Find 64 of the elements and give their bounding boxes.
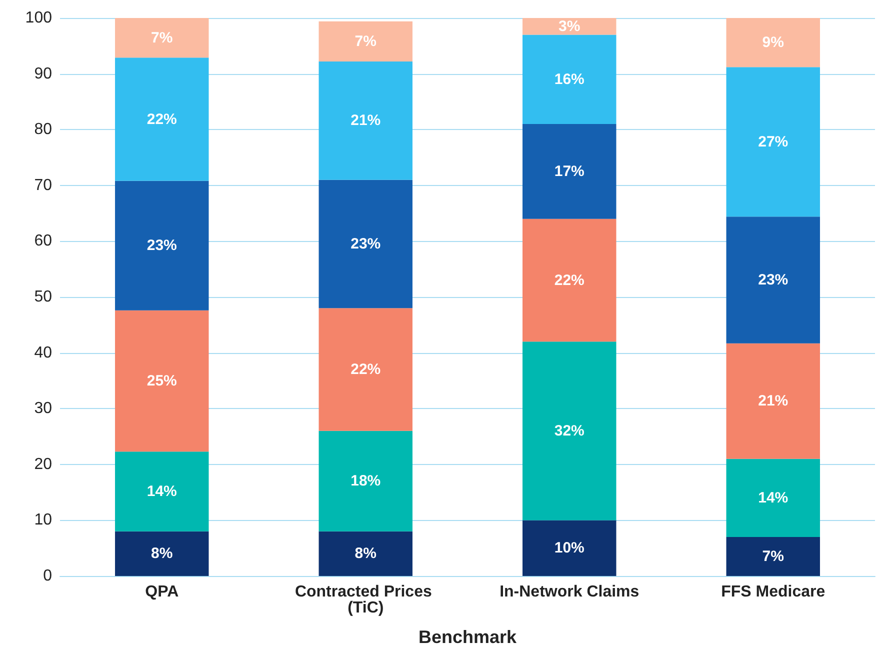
bar <box>726 216 820 344</box>
data-label: 7% <box>354 32 376 50</box>
data-label: 18% <box>350 472 381 490</box>
bar <box>522 34 616 124</box>
data-label: 7% <box>151 29 173 46</box>
data-label: 21% <box>758 392 788 410</box>
x-axis-title: Benchmark <box>418 627 518 647</box>
data-label: 8% <box>151 545 173 562</box>
x-tick-label: In-Network Claims <box>500 584 640 600</box>
data-label: 25% <box>146 372 177 390</box>
y-tick-label: 80 <box>34 121 52 138</box>
bar <box>726 67 820 217</box>
data-label: 14% <box>758 489 788 506</box>
data-label: 23% <box>758 271 788 288</box>
data-label: 27% <box>758 133 788 150</box>
y-tick-label: 0 <box>43 568 52 584</box>
data-label: 21% <box>350 112 381 130</box>
y-tick-label: 30 <box>34 400 52 418</box>
bar <box>726 343 820 459</box>
bar <box>115 452 209 532</box>
bar <box>318 308 412 431</box>
data-label: 32% <box>554 422 584 440</box>
bar <box>318 62 412 180</box>
bar <box>318 531 412 576</box>
data-label: 16% <box>554 70 584 88</box>
bar <box>115 58 209 181</box>
data-label: 10% <box>554 540 584 557</box>
bar <box>115 18 209 58</box>
bar <box>318 430 412 532</box>
data-label: 3% <box>558 18 580 35</box>
data-label: 7% <box>762 548 784 565</box>
data-label: 8% <box>354 545 376 562</box>
bar <box>318 21 412 62</box>
y-tick-label: 60 <box>34 232 52 250</box>
data-label: 22% <box>350 361 381 378</box>
data-label: 9% <box>762 34 784 52</box>
bar <box>726 458 820 537</box>
x-tick-label: FFS Medicare <box>721 584 826 600</box>
y-tick-label: 70 <box>34 176 52 194</box>
bar <box>522 342 616 520</box>
data-label: 22% <box>146 110 177 128</box>
x-tick-label: QPA <box>145 584 180 600</box>
bar <box>115 180 209 310</box>
y-tick-label: 20 <box>34 456 52 473</box>
data-label: 23% <box>350 235 381 252</box>
y-tick-label: 40 <box>34 344 52 362</box>
data-label: 17% <box>554 162 584 180</box>
bar <box>115 310 209 452</box>
y-tick-label: 50 <box>34 288 52 306</box>
data-label: 22% <box>554 272 584 289</box>
bar <box>318 180 412 308</box>
bar <box>522 218 616 342</box>
bar <box>726 18 820 68</box>
y-tick-label: 90 <box>34 65 52 82</box>
bar <box>115 531 209 576</box>
data-label: 23% <box>146 237 177 254</box>
y-tick-label: 10 <box>34 512 52 529</box>
bar <box>522 124 616 219</box>
bar <box>522 520 616 576</box>
data-label: 14% <box>146 482 177 500</box>
x-tick-label: Contracted Prices (TiC) <box>294 584 436 616</box>
bar <box>726 536 820 576</box>
bar <box>522 18 616 35</box>
y-tick-label: 100 <box>25 10 52 26</box>
